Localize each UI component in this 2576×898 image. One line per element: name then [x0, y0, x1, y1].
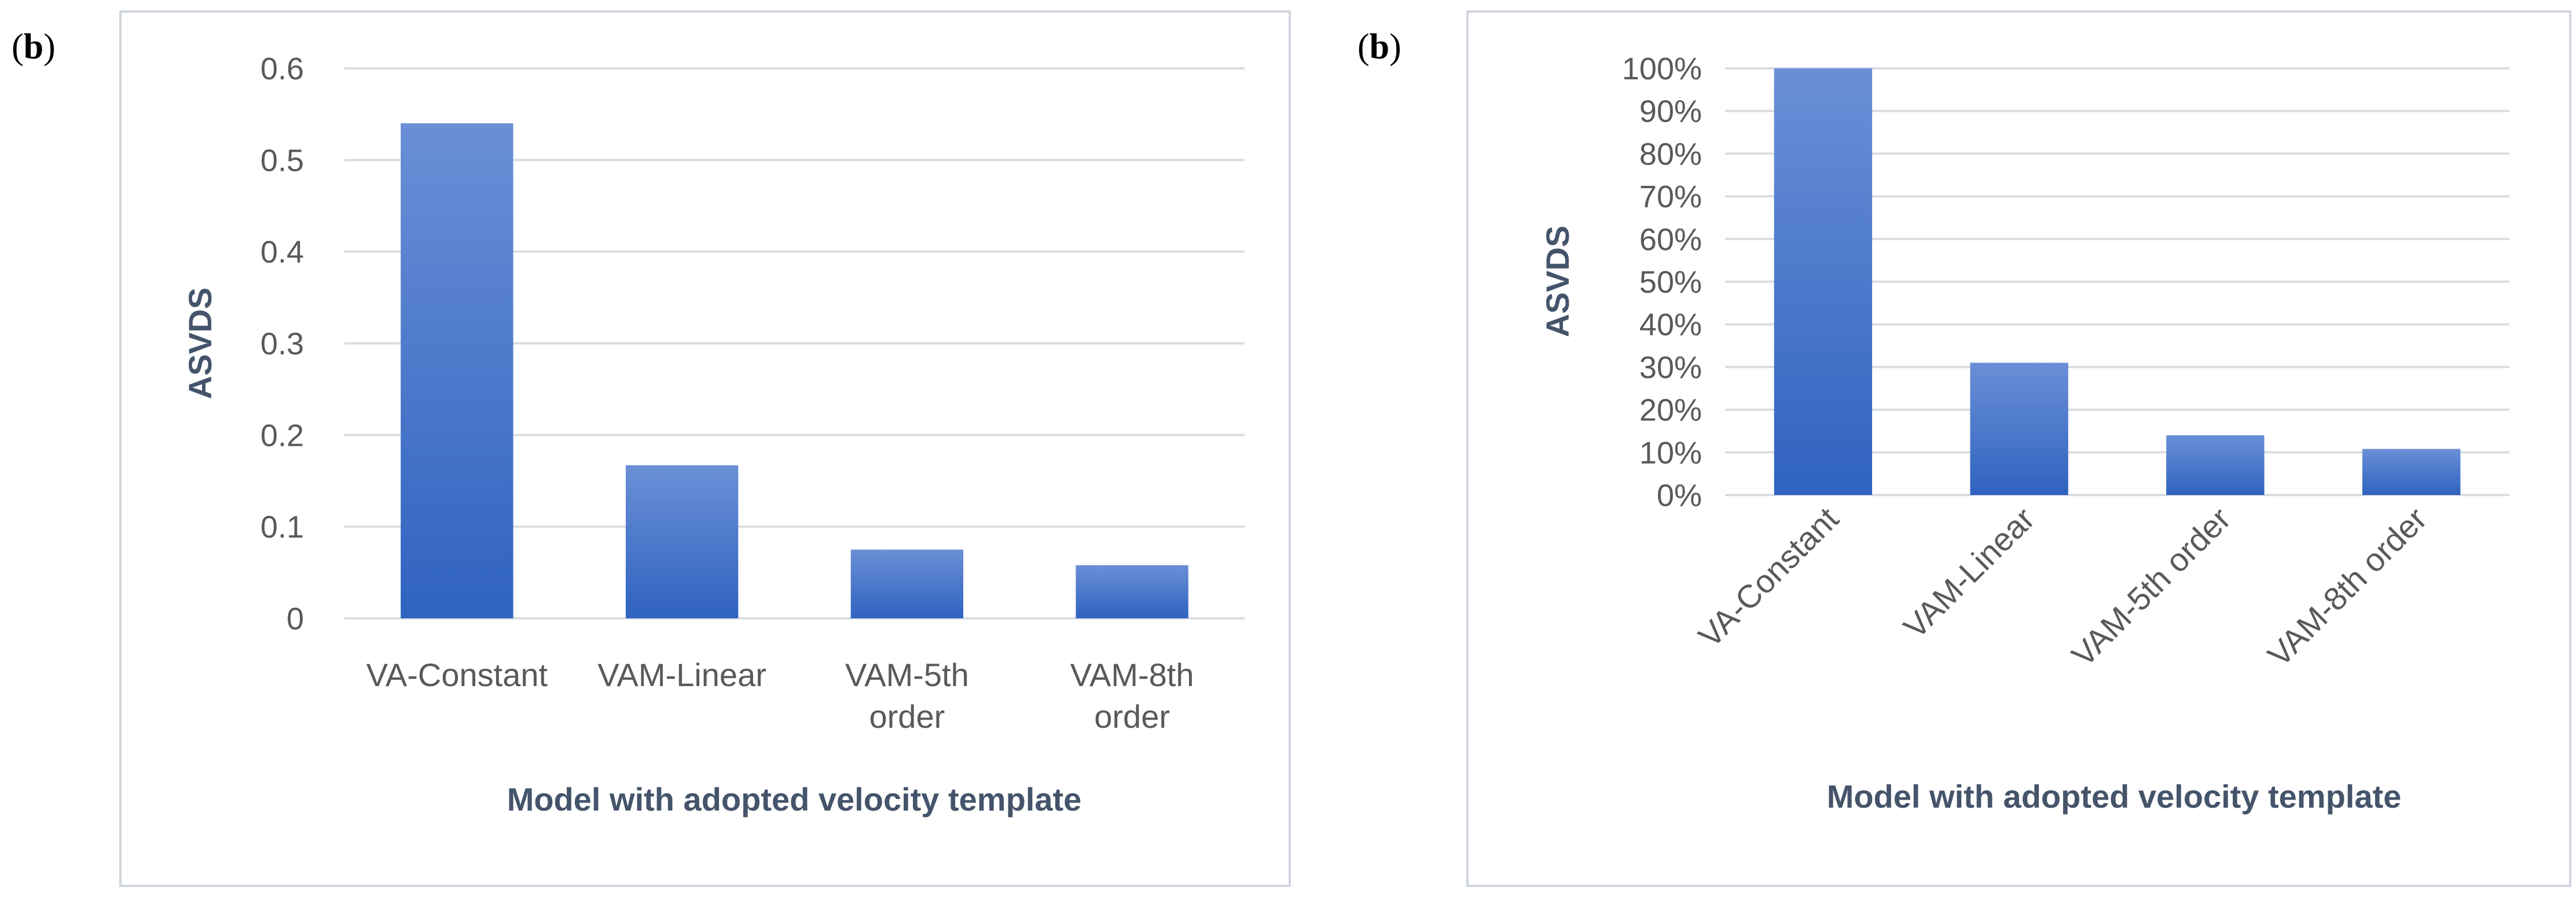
ytick-label: 50%: [1639, 265, 1702, 300]
panel-label-a: (b): [12, 27, 56, 67]
category-label: VA-Constant: [1691, 500, 1845, 654]
ytick-label: 0%: [1657, 478, 1702, 513]
ytick-label: 90%: [1639, 94, 1702, 129]
ytick-label: 80%: [1639, 137, 1702, 171]
chart-a: 0 0.1 0.2 0.3 0.4 0.5 0.6 VA-Constant VAM-Linear…: [182, 52, 1245, 818]
category-label: VA-Constant: [366, 657, 548, 693]
category-label: VAM-Linear: [597, 657, 766, 693]
bar-b-1: [1774, 68, 1873, 495]
ytick-label: 0.5: [260, 143, 304, 178]
x-axis-title: Model with adopted velocity template: [1827, 778, 2402, 815]
category-label: VAM-5th: [845, 657, 969, 693]
bar-a-4: [1076, 565, 1188, 618]
bar-b-2: [1970, 362, 2068, 495]
ytick-label: 0.1: [260, 510, 304, 545]
chart-b: 0% 10% 20% 30% 40% 50% 60% 70% 80% 90% 100% VA-Cons…: [1539, 52, 2509, 815]
category-label: VAM-8th order: [2261, 500, 2434, 673]
ytick-label: 100%: [1622, 52, 1702, 86]
ytick-label: 20%: [1639, 393, 1702, 428]
y-axis-title: ASVDS: [1539, 226, 1576, 338]
ytick-label: 70%: [1639, 179, 1702, 214]
ytick-label: 0: [287, 602, 304, 636]
panel-label-b: (b): [1357, 27, 1401, 67]
ytick-label: 40%: [1639, 307, 1702, 342]
bar-b-4: [2362, 449, 2461, 495]
ytick-label: 0.2: [260, 418, 304, 453]
ytick-label: 0.4: [260, 235, 304, 270]
bar-b-3: [2166, 435, 2265, 495]
category-label: VAM-8th: [1070, 657, 1194, 693]
category-label: order: [1094, 698, 1170, 735]
bar-a-1: [401, 123, 513, 618]
category-label: VAM-Linear: [1896, 500, 2042, 646]
bar-a-2: [625, 465, 739, 618]
ytick-label: 0.3: [260, 327, 304, 361]
ytick-label: 30%: [1639, 350, 1702, 385]
ytick-label: 60%: [1639, 222, 1702, 257]
chart-a-frame: [119, 10, 1291, 887]
ytick-label: 0.6: [260, 52, 304, 86]
category-label: order: [869, 698, 945, 735]
category-label: VAM-5th order: [2064, 500, 2237, 673]
y-axis-title: ASVDS: [182, 288, 218, 399]
bar-a-3: [850, 549, 964, 618]
x-axis-title: Model with adopted velocity template: [507, 781, 1082, 818]
chart-b-frame: [1466, 10, 2571, 887]
ytick-label: 10%: [1639, 435, 1702, 470]
